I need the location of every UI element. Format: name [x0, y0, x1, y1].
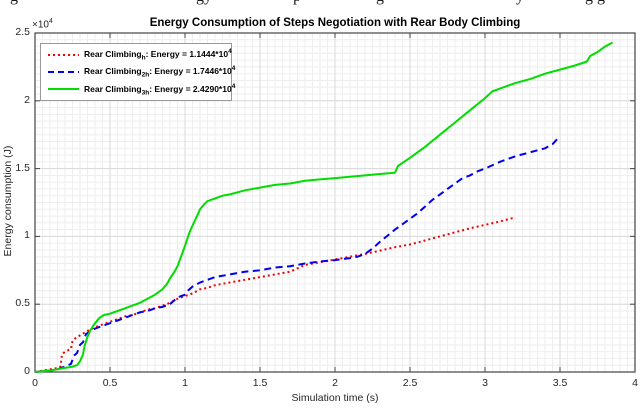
x-tick-label: 1 — [182, 377, 188, 389]
legend-label: Rear Climbingh: Energy = 1.1444*104 — [84, 47, 232, 62]
caption-fragment: y — [516, 0, 524, 6]
x-tick-label: 4 — [632, 377, 638, 389]
y-tick-label: 1 — [24, 229, 30, 242]
x-tick-label: 3.5 — [552, 377, 568, 389]
series-line-2h — [34, 135, 561, 373]
y-axis-label: Energy consumption (J) — [2, 145, 14, 257]
y-tick-label: 2 — [24, 93, 30, 106]
x-tick-label: 2 — [332, 377, 338, 389]
legend-line-sample-dashed — [48, 70, 79, 73]
chart-title: Energy Consumption of Steps Negotiation … — [149, 17, 521, 29]
x-tick-label: 0 — [32, 377, 38, 389]
y-tick-label: 1.5 — [15, 161, 30, 174]
legend-line-sample-dotted — [48, 53, 79, 56]
x-tick-label: 2.5 — [402, 377, 418, 389]
legend: Rear Climbingh: Energy = 1.1444*104 Rear… — [40, 43, 235, 101]
offset-base: ×10 — [32, 19, 49, 31]
y-tick-label: 0 — [24, 365, 30, 377]
legend-line-sample-solid — [48, 88, 79, 91]
legend-item: Rear Climbing2h: Energy = 1.7446*104 — [41, 63, 235, 80]
y-tick-label: 0.5 — [15, 297, 30, 310]
legend-label: Rear Climbing2h: Energy = 1.7446*104 — [84, 65, 236, 79]
x-tick-label: 1.5 — [252, 377, 268, 389]
caption-fragment: gy — [196, 0, 212, 6]
x-axis-label: Simulation time (s) — [291, 392, 379, 404]
legend-label: Rear Climbing3h: Energy = 2.4290*104 — [84, 82, 236, 97]
caption-fragment: g — [10, 0, 18, 6]
caption-fragment: g g — [585, 0, 605, 6]
x-tick-label: 0.5 — [102, 377, 118, 389]
y-tick-label: 2.5 — [15, 26, 30, 38]
offset-exponent: 4 — [48, 18, 53, 25]
caption-fragment: g — [376, 0, 384, 6]
x-tick-label: 3 — [482, 377, 488, 389]
caption-fragment: p — [293, 0, 301, 6]
legend-item: Rear Climbing3h: Energy = 2.4290*104 — [41, 81, 235, 98]
cropped-caption-strip: ggypgyg g — [0, 0, 640, 11]
y-axis-offset-label: ×104 — [32, 18, 53, 30]
legend-item: Rear Climbingh: Energy = 1.1444*104 — [41, 46, 232, 63]
series-line-3h — [34, 41, 613, 373]
series-line-h — [34, 216, 516, 373]
